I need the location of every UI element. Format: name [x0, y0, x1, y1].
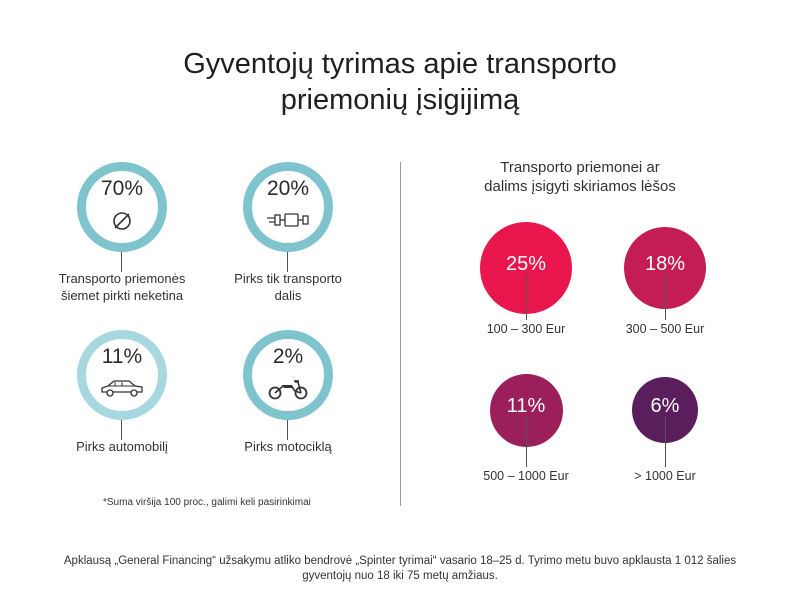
budget-range-label: 500 – 1000 Eur [483, 469, 569, 483]
percent-value: 70% [100, 177, 144, 200]
ring-label: Transporto priemonės šiemet pirkti neket… [58, 271, 186, 303]
ring-label: Pirks automobilį [76, 439, 168, 454]
ring-item-parts: 20% Pirks tik transporto dalis [198, 162, 378, 332]
car-icon [86, 377, 158, 401]
percent-value: 2% [272, 345, 304, 368]
connector-line [526, 274, 527, 320]
budget-title-line-2: dalims įsigyti skiriamos lėšos [484, 178, 676, 195]
percent-ring: 11% [77, 330, 167, 420]
exhaust-pipe-icon [252, 209, 324, 233]
connector-line [526, 416, 527, 467]
ring-label: Pirks tik transporto dalis [234, 271, 342, 303]
ring-item-motorcycle: 2% Pirks motociklą [198, 330, 378, 500]
budget-chart-title: Transporto priemonei ar dalims įsigyti s… [450, 158, 710, 196]
ring-item-car: 11% Pirks automobilį [32, 330, 212, 500]
connector-line [665, 416, 666, 467]
ring-label: Pirks motociklą [244, 439, 332, 454]
vertical-divider [400, 162, 401, 506]
page-title-line-1: Gyventojų tyrimas apie transporto [183, 48, 617, 80]
page-title: Gyventojų tyrimas apie transporto priemo… [0, 46, 800, 118]
connector-line [121, 420, 122, 440]
connector-line [287, 420, 288, 440]
page-title-line-2: priemonių įsigijimą [280, 84, 520, 116]
budget-range-label: 300 – 500 Eur [625, 322, 705, 336]
motorcycle-icon [252, 377, 324, 401]
source-line-2: gyventojų nuo 18 iki 75 metų amžiaus. [302, 570, 498, 582]
source-note: Apklausą „General Financing“ užsakymu at… [40, 554, 760, 584]
percent-ring: 70% [77, 162, 167, 252]
budget-range-label: 100 – 300 Eur [486, 322, 566, 336]
source-line-1: Apklausą „General Financing“ užsakymu at… [63, 555, 737, 567]
budget-bubble-value: 6% [650, 395, 680, 417]
budget-range-label: > 1000 Eur [634, 469, 696, 483]
connector-line [121, 252, 122, 272]
ring-item-no-purchase: 70% Transporto priemonės šiemet pirkti n… [32, 162, 212, 332]
footnote: *Suma viršija 100 proc., galimi keli pas… [103, 497, 311, 508]
percent-ring: 2% [243, 330, 333, 420]
percent-ring: 20% [243, 162, 333, 252]
percent-value: 20% [266, 177, 310, 200]
budget-title-line-1: Transporto priemonei ar [500, 159, 660, 176]
connector-line [287, 252, 288, 272]
percent-value: 11% [101, 345, 143, 368]
budget-bubble-value: 25% [505, 253, 547, 275]
connector-line [665, 274, 666, 320]
budget-bubble-value: 11% [506, 395, 546, 417]
budget-bubble-value: 18% [644, 253, 686, 275]
no-symbol-icon [86, 209, 158, 233]
